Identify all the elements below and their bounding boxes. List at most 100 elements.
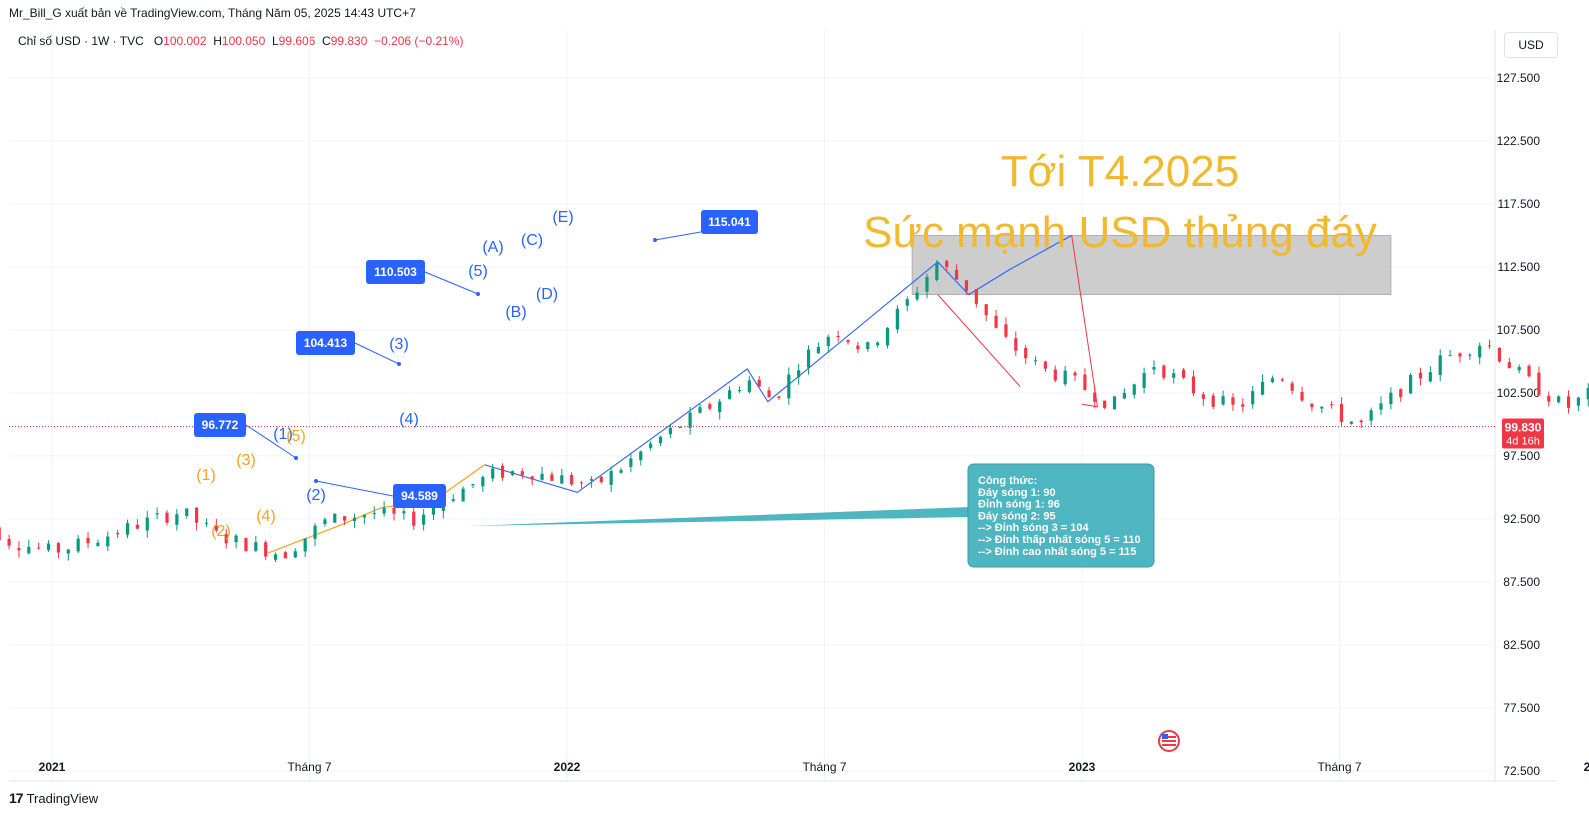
candle-body (244, 538, 248, 552)
callout-connector (315, 480, 394, 497)
candle-body (560, 475, 564, 484)
price-callout-box (194, 413, 246, 437)
currency-button[interactable]: USD (1504, 32, 1558, 58)
note-line: Đáy sóng 1: 90 (978, 487, 1056, 499)
candle-body (135, 524, 139, 529)
candle-body (1172, 373, 1176, 378)
candle-body (1221, 396, 1225, 405)
legend-symbol: Chỉ số USD · 1W · TVC (18, 34, 144, 48)
candle-body (116, 533, 120, 535)
brand-name: TradingView (26, 790, 99, 806)
wave-label-blue: (5) (468, 263, 488, 280)
candle-body (1369, 410, 1373, 421)
candle-body (46, 543, 51, 551)
candle-body (1438, 355, 1442, 376)
candle-body (520, 471, 524, 476)
candle-body (727, 390, 732, 400)
wave-label-blue: (4) (399, 411, 419, 428)
last-price-tag (1502, 418, 1544, 449)
callout-connector (424, 271, 479, 295)
candle-body (402, 511, 406, 514)
publisher-line: Mr_Bill_G xuất bản về TradingView.com, T… (9, 6, 416, 20)
headline-line-2: Sức mạnh USD thủng đáy (863, 208, 1377, 257)
candle-body (1162, 365, 1166, 378)
candle-body (422, 514, 426, 525)
candle-body (412, 511, 416, 526)
candle-body (106, 536, 110, 547)
x-tick-label: Tháng 7 (802, 760, 846, 774)
candle-body (155, 513, 159, 515)
red-correction-line (937, 294, 1021, 387)
candle-body (1122, 392, 1126, 399)
wave-label-blue: (B) (505, 304, 526, 321)
price-callout-value: 96.772 (202, 418, 239, 432)
candle-body (688, 412, 692, 428)
candle-body (1241, 404, 1245, 407)
candle-body (609, 471, 613, 485)
candle-body (1418, 372, 1423, 379)
us-flag-icon (1158, 730, 1180, 752)
candle-body (1448, 355, 1452, 357)
y-tick-label: 102.500 (1497, 386, 1541, 400)
target-zone-box (911, 235, 1392, 295)
wave-label-orange: (5) (286, 428, 306, 445)
candle-body (204, 522, 209, 524)
callout-anchor (653, 238, 657, 242)
candle-body (1576, 397, 1581, 406)
wave-labels: (E) (C) (A) (5) (D) (B) (3) (4) (1) (2) (1) (3) (5) (… (196, 209, 573, 540)
candle-body (185, 508, 189, 516)
candle-body (826, 336, 830, 346)
candle-body (234, 535, 238, 543)
candle-body (165, 512, 169, 523)
candle-body (1270, 378, 1275, 383)
x-tick-label: Tháng 7 (1317, 760, 1361, 774)
note-line: --> Đỉnh sóng 3 = 104 (978, 522, 1090, 534)
y-axis-ticks: 127.500 122.500 117.500 112.500 107.500 102.5… (1497, 71, 1541, 778)
last-price-value: 99.830 (1505, 421, 1542, 435)
candle-body (500, 465, 505, 478)
candle-body (1310, 403, 1314, 408)
candle-body (1290, 383, 1294, 391)
candle-body (964, 280, 969, 291)
candle-body (836, 336, 840, 338)
legend-open: 100.002 (163, 34, 207, 48)
tradingview-logo[interactable]: 17 TradingView (9, 790, 98, 806)
x-tick-label: 2024 (1584, 760, 1589, 774)
legend-low: 99.606 (278, 34, 316, 48)
legend-open-label: O (153, 34, 164, 48)
candle-body (846, 340, 850, 343)
candle-body (7, 538, 11, 546)
candle-body (1359, 420, 1363, 423)
candle-body (1043, 361, 1048, 369)
x-tick-label: 2022 (554, 760, 581, 774)
candle-body (945, 261, 949, 267)
candle-body (550, 474, 554, 481)
candle-body (1330, 404, 1334, 406)
candle-body (323, 519, 327, 525)
callout-connector (245, 424, 297, 459)
countdown-value: 4d 16h (1506, 436, 1540, 448)
candle-body (343, 516, 347, 521)
candle-body (273, 554, 278, 560)
y-tick-label: 117.500 (1498, 197, 1541, 211)
candle-body (333, 513, 337, 523)
candle-body (1468, 354, 1472, 356)
candle-body (1152, 366, 1156, 370)
chart-grid (9, 30, 1495, 781)
candle-body (1497, 347, 1502, 362)
candle-body (954, 269, 959, 280)
candle-body (27, 546, 31, 554)
price-chart[interactable]: 127.500 122.500 117.500 112.500 107.500 102.5… (0, 0, 1589, 790)
candle-body (1024, 348, 1028, 359)
candle-body (1507, 362, 1511, 369)
callout-anchor (476, 292, 480, 296)
candle-body (1083, 374, 1087, 390)
candle-body (718, 401, 722, 413)
y-tick-label: 77.500 (1503, 701, 1540, 715)
candle-body (1033, 360, 1038, 362)
candle-body (1537, 372, 1541, 396)
candle-body (451, 499, 455, 502)
candle-body (145, 517, 149, 531)
candle-body (1132, 384, 1136, 395)
